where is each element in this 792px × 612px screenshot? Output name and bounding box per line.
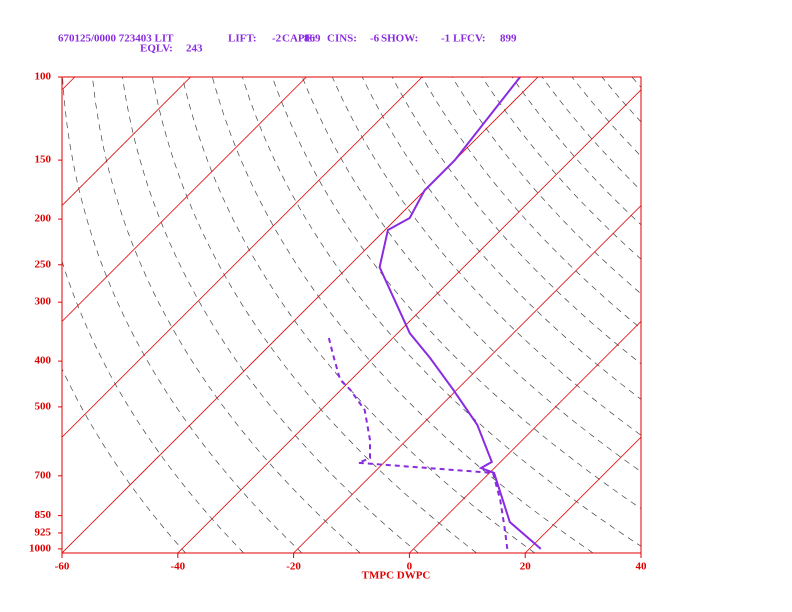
- index-label: LIFT:: [228, 33, 257, 45]
- y-tick-label: 850: [35, 509, 52, 521]
- dry-adiabat: [752, 77, 792, 553]
- dry-adiabat: [182, 77, 536, 553]
- dry-adiabat: [361, 77, 641, 400]
- x-tick-label: -40: [170, 561, 185, 573]
- dry-adiabat: [271, 77, 641, 510]
- dry-adiabat: [601, 77, 641, 123]
- y-tick-label: 150: [35, 154, 52, 166]
- index-value: 869: [304, 33, 321, 45]
- dry-adiabat: [782, 77, 792, 553]
- dry-adiabat: [92, 77, 361, 553]
- dry-adiabat: [331, 77, 641, 436]
- index-value: -1: [441, 33, 450, 45]
- y-tick-label: 700: [35, 469, 52, 481]
- index-value: -2: [272, 33, 282, 45]
- isotherm: [177, 89, 641, 553]
- dry-adiabat: [511, 77, 641, 226]
- y-tick-label: 200: [35, 213, 52, 225]
- dry-adiabat: [152, 77, 477, 553]
- isotherm: [524, 436, 641, 553]
- y-tick-label: 100: [35, 71, 52, 83]
- x-axis-label: TMPC DWPC: [362, 570, 431, 582]
- dry-adiabat: [692, 77, 792, 553]
- temperature-profile: [378, 76, 542, 550]
- isotherm: [293, 205, 641, 553]
- x-tick-label: 40: [636, 561, 648, 573]
- dry-adiabat: [122, 77, 419, 553]
- index-value: 899: [500, 33, 517, 45]
- x-tick-label: -60: [55, 561, 70, 573]
- isotherm: [62, 77, 76, 91]
- background-lines: [62, 77, 792, 553]
- y-tick-label: 500: [35, 400, 52, 412]
- dewpoint-profile: [327, 334, 509, 550]
- index-label: SHOW:: [381, 33, 418, 45]
- plot-frame: [61, 76, 642, 554]
- isotherm: [62, 77, 539, 553]
- index-label: CAPE:: [282, 33, 316, 45]
- y-tick-label: 250: [35, 258, 52, 270]
- index-label: CINS:: [327, 33, 357, 45]
- index-value: -6: [370, 33, 380, 45]
- dry-adiabat: [212, 77, 594, 553]
- isotherm: [409, 320, 641, 553]
- y-tick-label: 1000: [29, 542, 52, 554]
- dry-adiabat: [541, 77, 641, 191]
- isotherm: [62, 77, 307, 322]
- dry-adiabat: [62, 368, 186, 553]
- x-tick-label: -20: [286, 561, 301, 573]
- dry-adiabat: [301, 77, 641, 473]
- y-tick-label: 925: [35, 526, 52, 538]
- dry-adiabat: [391, 77, 641, 365]
- dry-adiabat: [722, 77, 792, 553]
- isotherm: [62, 77, 191, 207]
- index-value: 243: [186, 43, 203, 55]
- station-info: 670125/0000 723403 LIT: [58, 33, 174, 45]
- dry-adiabat: [62, 260, 244, 553]
- dry-adiabat: [571, 77, 641, 157]
- x-tick-label: 20: [520, 561, 532, 573]
- isotherm: [640, 552, 641, 553]
- isotherm: [62, 77, 423, 438]
- x-tick-label: 0: [407, 561, 413, 573]
- dry-adiabat: [421, 77, 641, 330]
- dry-adiabat: [662, 77, 792, 553]
- dry-adiabat: [451, 77, 641, 295]
- dry-adiabat: [242, 77, 641, 547]
- index-label: LFCV:: [453, 33, 486, 45]
- dry-adiabat: [631, 77, 641, 88]
- dry-adiabat: [481, 77, 641, 260]
- dry-adiabat: [62, 77, 303, 553]
- foreground: 670125/0000 723403 LIT LIFT: -2 CAPE:869 CIN…: [29, 33, 647, 582]
- y-tick-label: 300: [35, 296, 52, 308]
- index-label: EQLV:: [140, 43, 173, 55]
- y-tick-label: 400: [35, 355, 52, 367]
